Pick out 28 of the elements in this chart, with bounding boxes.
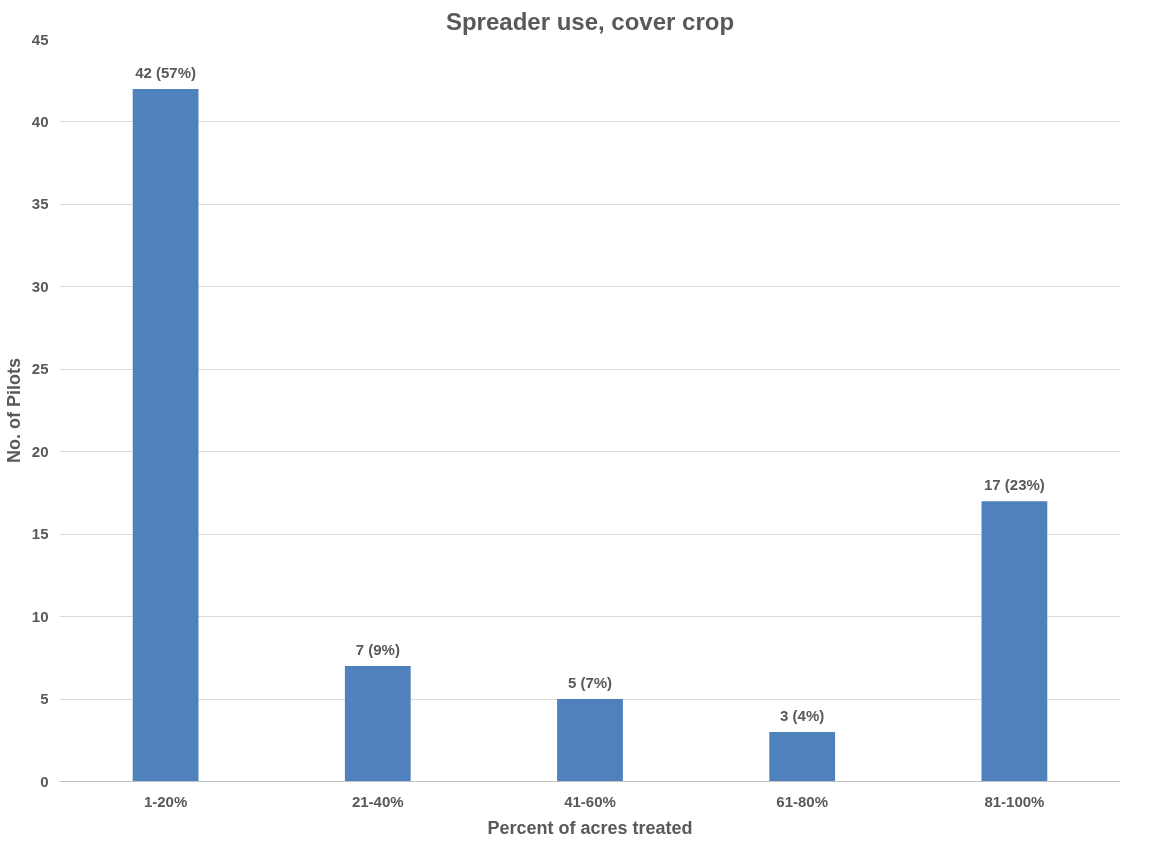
x-tick-label: 1-20%	[143, 792, 188, 810]
bar	[557, 699, 623, 782]
y-tick-label: 45	[31, 30, 49, 48]
data-label: 42 (57%)	[135, 63, 197, 81]
data-label: 5 (7%)	[567, 674, 613, 692]
x-axis-title: Percent of acres treated	[487, 817, 693, 838]
data-label: 3 (4%)	[780, 707, 825, 725]
bar	[344, 666, 411, 782]
y-tick-label: 15	[31, 525, 49, 543]
x-tick-label: 21-40%	[351, 792, 404, 810]
y-tick-label: 5	[40, 690, 49, 708]
y-tick-label: 25	[31, 360, 49, 378]
bar	[981, 501, 1048, 782]
y-tick-label: 0	[40, 772, 49, 790]
y-tick-label: 20	[31, 442, 49, 460]
bar	[769, 732, 836, 782]
y-axis-title: No. of Pilots	[3, 358, 24, 463]
chart-title: Spreader use, cover crop	[445, 7, 735, 35]
x-tick-label: 41-60%	[564, 792, 616, 810]
data-label: 7 (9%)	[355, 641, 400, 659]
data-label: 17 (23%)	[983, 476, 1045, 494]
y-tick-label: 40	[31, 112, 49, 130]
x-tick-label: 81-100%	[984, 792, 1045, 810]
y-tick-label: 10	[31, 607, 49, 625]
y-tick-label: 30	[31, 277, 49, 295]
bar	[132, 88, 199, 782]
x-tick-label: 61-80%	[776, 792, 829, 810]
y-tick-label: 35	[31, 195, 49, 213]
